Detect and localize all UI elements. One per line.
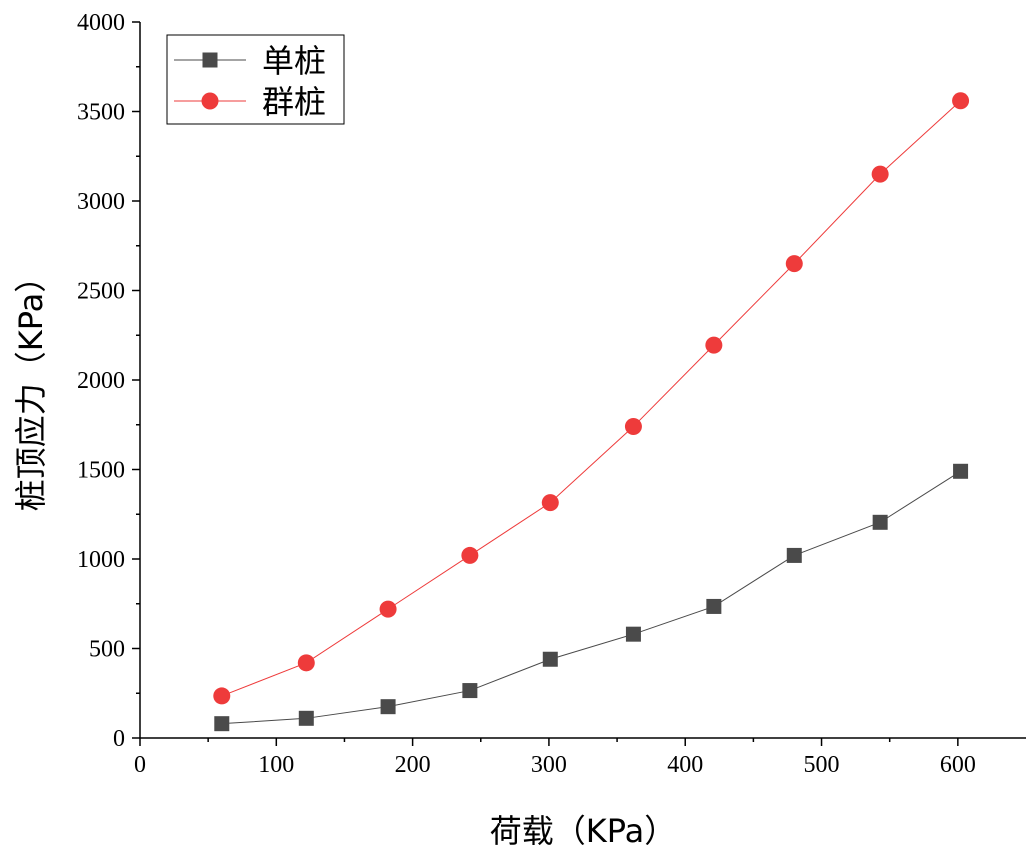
x-axis-title: 荷载（KPa） <box>490 812 676 850</box>
x-tick-label: 600 <box>940 752 976 778</box>
data-point <box>542 651 558 667</box>
data-point <box>786 547 802 563</box>
data-point <box>379 600 397 618</box>
data-point <box>214 716 230 732</box>
series-line <box>221 470 961 725</box>
x-tick-label: 100 <box>258 752 294 778</box>
data-point <box>625 626 641 642</box>
legend-marker <box>201 92 219 110</box>
x-tick-label: 500 <box>804 752 840 778</box>
y-tick-label: 3000 <box>77 189 125 215</box>
data-point <box>297 654 315 672</box>
y-tick-label: 1500 <box>77 458 125 484</box>
y-tick-label: 2000 <box>77 368 125 394</box>
y-tick-label: 3500 <box>77 100 125 126</box>
data-point <box>624 418 642 436</box>
x-tick-label: 200 <box>395 752 431 778</box>
series-layer <box>213 92 970 732</box>
legend-box <box>166 34 345 125</box>
legend-item: 群桩 <box>174 83 326 121</box>
data-point <box>952 92 970 110</box>
data-point <box>706 598 722 614</box>
series-line <box>221 100 961 697</box>
y-tick-label: 500 <box>89 637 125 663</box>
data-point <box>872 514 888 530</box>
data-point <box>462 683 478 699</box>
y-tick-label: 1000 <box>77 547 125 573</box>
data-point <box>541 494 559 512</box>
series-1 <box>214 463 969 732</box>
y-axis-title: 桩顶应力（KPa） <box>12 261 50 511</box>
series-2 <box>213 92 970 705</box>
data-point <box>380 699 396 715</box>
data-point <box>461 546 479 564</box>
data-point <box>298 710 314 726</box>
x-tick-label: 400 <box>667 752 703 778</box>
y-axis: 0 500 1000 1500 2000 2500 3000 3500 4000 <box>77 10 141 752</box>
legend-item: 单桩 <box>174 42 326 80</box>
y-tick-label: 0 <box>113 726 125 752</box>
y-tick-label: 4000 <box>77 10 125 36</box>
data-point <box>871 165 889 183</box>
legend-label: 群桩 <box>262 83 326 121</box>
data-point <box>213 687 231 705</box>
legend-label: 单桩 <box>262 42 326 80</box>
y-tick-label: 2500 <box>77 279 125 305</box>
data-point <box>785 255 803 273</box>
x-axis: 0 100 200 300 400 500 600 <box>134 737 1026 778</box>
data-point <box>953 463 969 479</box>
x-tick-label: 0 <box>134 752 146 778</box>
legend-marker <box>202 52 218 68</box>
x-tick-label: 300 <box>531 752 567 778</box>
data-point <box>705 336 723 354</box>
